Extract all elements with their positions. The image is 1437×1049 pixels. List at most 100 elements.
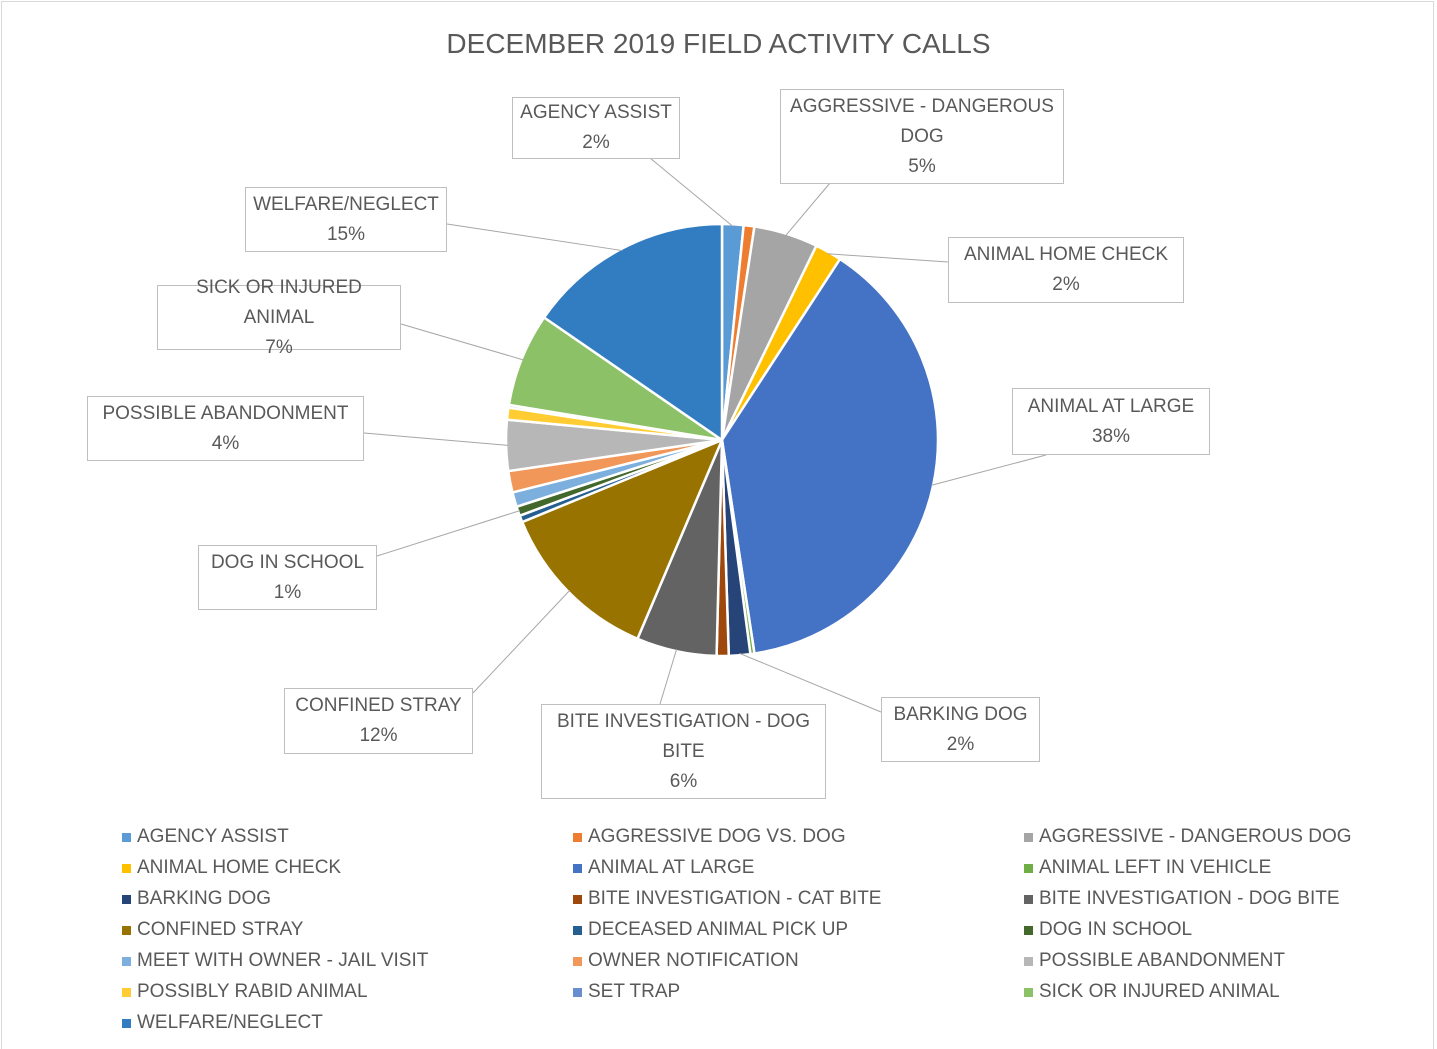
data-callout: ANIMAL HOME CHECK 2% [948, 237, 1184, 303]
leader-line [659, 648, 678, 705]
callout-name: SICK OR INJURED ANIMAL [196, 276, 362, 328]
legend-item: SET TRAP [573, 979, 680, 1005]
callout-value: 15% [326, 223, 366, 245]
legend-swatch [122, 925, 131, 935]
legend-swatch [122, 863, 131, 873]
legend-swatch [573, 863, 582, 873]
data-callout: BITE INVESTIGATION - DOG BITE 6% [541, 704, 826, 799]
legend-label: POSSIBLE ABANDONMENT [1039, 950, 1286, 971]
data-callout: WELFARE/NEGLECT 15% [245, 187, 447, 252]
leader-line [827, 253, 949, 263]
callout-name: AGGRESSIVE - DANGEROUS DOG [790, 95, 1054, 147]
legend-label: ANIMAL AT LARGE [588, 857, 755, 878]
legend-swatch [1024, 863, 1033, 873]
leader-line [739, 652, 882, 713]
pie-slice [542, 222, 724, 443]
leader-line [785, 182, 831, 236]
legend-item: WELFARE/NEGLECT [122, 1010, 323, 1036]
legend-item: ANIMAL LEFT IN VEHICLE [1024, 855, 1271, 881]
leader-line [446, 223, 623, 252]
legend-swatch [122, 987, 131, 997]
legend-item: POSSIBLY RABID ANIMAL [122, 979, 368, 1005]
legend-label: SET TRAP [588, 981, 681, 1002]
callout-name: ANIMAL AT LARGE [1027, 395, 1195, 417]
data-callout: SICK OR INJURED ANIMAL 7% [157, 277, 401, 358]
legend-label: OWNER NOTIFICATION [588, 950, 799, 971]
callout-value: 2% [582, 132, 610, 153]
legend-item: AGGRESSIVE DOG VS. DOG [573, 824, 846, 850]
legend-swatch [122, 894, 131, 904]
legend-label: AGGRESSIVE - DANGEROUS DOG [1039, 826, 1352, 847]
legend-label: SICK OR INJURED ANIMAL [1039, 981, 1280, 1002]
legend-label: DOG IN SCHOOL [1039, 919, 1193, 940]
legend-swatch [573, 894, 582, 904]
callout-value: 4% [211, 432, 240, 454]
data-callout: POSSIBLE ABANDONMENT 4% [87, 396, 364, 461]
legend-item: DECEASED ANIMAL PICK UP [573, 917, 848, 943]
legend-label: MEET WITH OWNER - JAIL VISIT [137, 950, 429, 971]
callout-value: 38% [1091, 425, 1131, 447]
legend-swatch [122, 832, 131, 842]
legend-swatch [1024, 956, 1033, 966]
leader-line [400, 323, 524, 361]
legend-item: AGGRESSIVE - DANGEROUS DOG [1024, 824, 1352, 850]
legend-label: BITE INVESTIGATION - CAT BITE [588, 888, 882, 909]
legend-label: BARKING DOG [137, 888, 272, 909]
legend-item: BITE INVESTIGATION - DOG BITE [1024, 886, 1340, 912]
legend-swatch [1024, 832, 1033, 842]
legend-item: ANIMAL HOME CHECK [122, 855, 341, 881]
leader-line [363, 432, 509, 446]
legend-label: POSSIBLY RABID ANIMAL [137, 981, 368, 1002]
callout-value: 2% [1052, 274, 1080, 295]
legend-swatch [573, 925, 582, 935]
legend-label: AGENCY ASSIST [137, 826, 289, 847]
legend-label: ANIMAL LEFT IN VEHICLE [1039, 857, 1272, 878]
legend-label: BITE INVESTIGATION - DOG BITE [1039, 888, 1340, 909]
legend-swatch [1024, 894, 1033, 904]
legend-item: DOG IN SCHOOL [1024, 917, 1192, 943]
chart-title: DECEMBER 2019 FIELD ACTIVITY CALLS [446, 28, 991, 59]
leader-line [472, 590, 571, 694]
leader-line [649, 157, 734, 227]
callout-value: 7% [265, 336, 293, 358]
callout-name: BITE INVESTIGATION - DOG BITE [556, 710, 810, 762]
legend-item: OWNER NOTIFICATION [573, 948, 799, 974]
legend-swatch [573, 987, 582, 997]
callout-name: POSSIBLE ABANDONMENT [102, 402, 349, 424]
legend-item: POSSIBLE ABANDONMENT [1024, 948, 1285, 974]
callout-value: 5% [908, 155, 936, 177]
data-callout: AGENCY ASSIST 2% [512, 97, 680, 159]
callout-name: DOG IN SCHOOL [210, 551, 365, 573]
callout-value: 1% [273, 581, 302, 603]
legend-swatch [122, 956, 131, 966]
leader-line [376, 510, 521, 557]
callout-name: ANIMAL HOME CHECK [963, 244, 1169, 265]
legend-label: WELFARE/NEGLECT [137, 1012, 323, 1033]
data-callout: DOG IN SCHOOL 1% [198, 545, 377, 610]
legend-item: MEET WITH OWNER - JAIL VISIT [122, 948, 428, 974]
callout-name: WELFARE/NEGLECT [253, 193, 439, 215]
data-callout: BARKING DOG 2% [881, 697, 1040, 762]
legend-item: CONFINED STRAY [122, 917, 303, 943]
legend-label: AGGRESSIVE DOG VS. DOG [588, 826, 846, 847]
legend-swatch [1024, 925, 1033, 935]
legend-swatch [122, 1018, 131, 1028]
legend-label: DECEASED ANIMAL PICK UP [588, 919, 849, 940]
callout-value: 6% [669, 770, 698, 792]
callout-name: CONFINED STRAY [295, 695, 462, 716]
legend-label: CONFINED STRAY [137, 919, 304, 940]
data-callout: CONFINED STRAY 12% [284, 688, 473, 754]
callout-name: AGENCY ASSIST [520, 102, 672, 123]
legend-swatch [1024, 987, 1033, 997]
legend-item: BITE INVESTIGATION - CAT BITE [573, 886, 881, 912]
legend-item: AGENCY ASSIST [122, 824, 289, 850]
legend-item: BARKING DOG [122, 886, 271, 912]
pie-slice [720, 257, 940, 655]
leader-line [931, 454, 1047, 486]
callout-name: BARKING DOG [893, 703, 1028, 725]
data-callout: AGGRESSIVE - DANGEROUS DOG 5% [780, 89, 1064, 184]
callout-value: 2% [946, 733, 975, 755]
